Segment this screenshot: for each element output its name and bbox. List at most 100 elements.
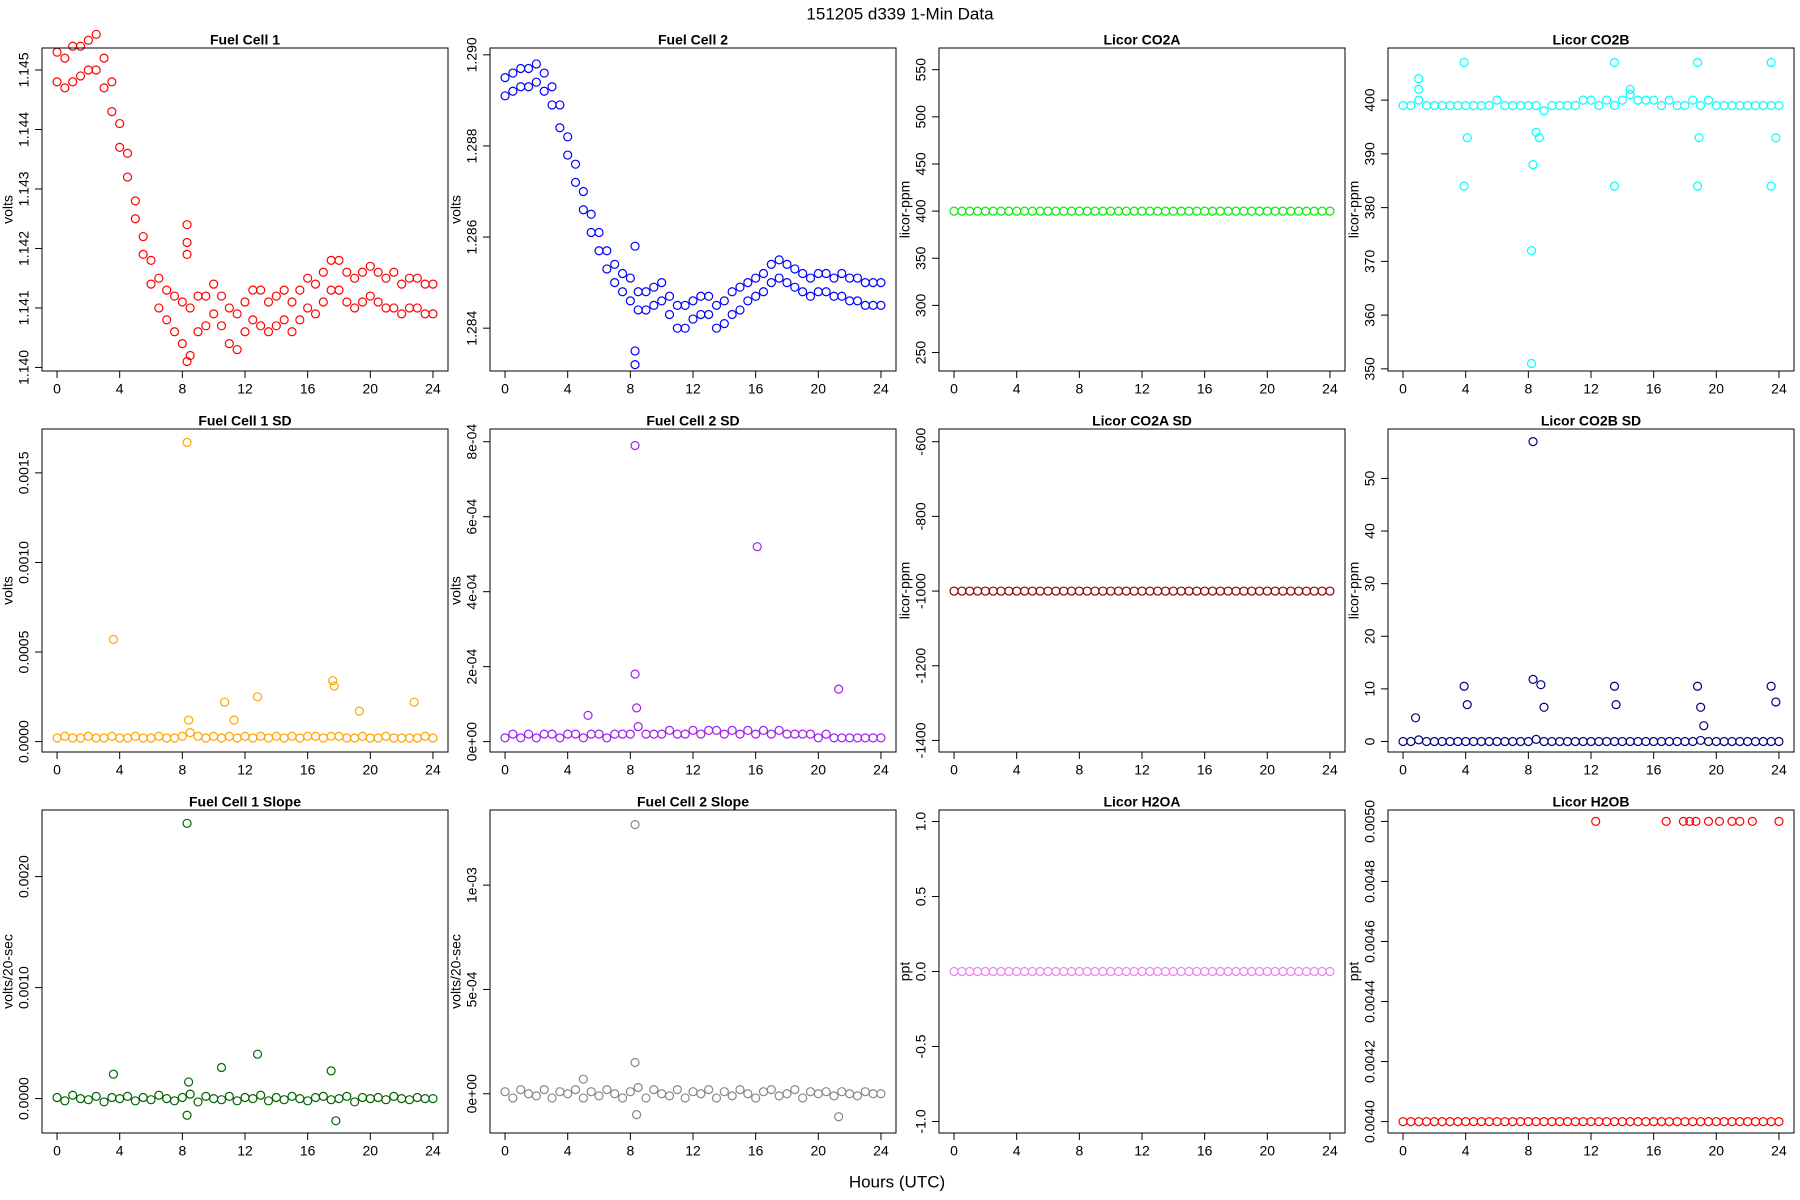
y-tick-label: 400 <box>913 199 929 223</box>
point <box>1207 586 1218 596</box>
point <box>1602 95 1612 105</box>
point <box>868 278 878 288</box>
point <box>271 731 281 741</box>
point <box>602 1084 612 1095</box>
x-tick-label: 4 <box>116 381 124 397</box>
point <box>1570 736 1580 747</box>
point <box>91 65 101 75</box>
y-axis-label: volts/20-sec <box>0 934 16 1009</box>
point <box>193 291 203 301</box>
y-tick-label: 0 <box>1362 737 1378 745</box>
y-tick-label: 50 <box>1362 470 1378 486</box>
point <box>310 731 321 741</box>
point <box>845 1089 855 1099</box>
x-tick-label: 0 <box>501 1143 509 1159</box>
x-tick-label: 16 <box>1197 1143 1213 1159</box>
point <box>508 1093 518 1103</box>
point <box>711 323 722 333</box>
y-tick-label: -0.5 <box>913 1034 929 1058</box>
point <box>727 1091 737 1101</box>
point <box>295 1093 305 1104</box>
point <box>821 1087 831 1097</box>
point <box>1066 966 1077 977</box>
point <box>1774 736 1784 747</box>
point <box>182 237 192 248</box>
point <box>1696 735 1706 746</box>
point <box>1414 95 1424 105</box>
point <box>185 1089 195 1099</box>
point <box>1500 736 1510 747</box>
point <box>578 186 588 197</box>
point <box>523 63 534 74</box>
point <box>209 1093 219 1104</box>
point <box>328 676 338 686</box>
point <box>68 733 78 743</box>
point <box>279 285 289 295</box>
point <box>965 586 975 596</box>
point <box>193 327 203 337</box>
point <box>1043 966 1053 977</box>
point <box>1461 1116 1471 1127</box>
point <box>617 1093 628 1103</box>
point <box>1453 1116 1463 1127</box>
point <box>130 196 140 206</box>
y-tick-label: 250 <box>913 341 929 365</box>
point <box>632 703 642 713</box>
x-tick-label: 0 <box>501 762 509 778</box>
y-tick-label: 1.141 <box>16 290 32 325</box>
point <box>1656 1116 1667 1127</box>
point <box>287 731 297 741</box>
point <box>1771 133 1781 143</box>
point <box>633 287 643 297</box>
point <box>193 731 203 741</box>
point <box>373 733 383 743</box>
point <box>735 282 745 292</box>
point <box>1200 966 1210 977</box>
x-tick-label: 4 <box>1013 762 1021 778</box>
point <box>1027 586 1037 596</box>
panel: Licor H2OA ppt 0 4 8 12 16 20 24 -1.0 -0.5 0.0 0.5 1.… <box>897 794 1346 1159</box>
x-tick-label: 0 <box>1399 1143 1407 1159</box>
point <box>68 41 78 51</box>
point <box>279 733 289 743</box>
point <box>107 731 117 741</box>
point <box>594 729 604 739</box>
point <box>1294 966 1304 977</box>
point <box>1526 358 1537 369</box>
x-tick-label: 0 <box>1399 381 1407 397</box>
point <box>672 729 682 739</box>
point <box>1012 586 1022 596</box>
panel-title: Licor CO2B SD <box>1541 413 1641 429</box>
point <box>318 267 328 277</box>
point <box>688 314 698 324</box>
point <box>625 273 635 283</box>
point <box>735 729 745 739</box>
point <box>539 68 549 78</box>
panel: Licor CO2B licor-ppm 0 4 8 12 16 20 24 350 360 370 3… <box>1346 32 1795 397</box>
point <box>1680 1116 1690 1127</box>
point <box>60 1096 70 1106</box>
point <box>1692 57 1703 68</box>
plot-frame <box>938 809 1346 1134</box>
point <box>782 259 792 269</box>
point <box>563 1089 573 1099</box>
point <box>845 296 855 306</box>
point <box>331 1116 341 1126</box>
point <box>1539 702 1549 712</box>
point <box>1688 1116 1698 1127</box>
point <box>719 729 729 739</box>
point <box>1317 586 1327 596</box>
point <box>1262 206 1272 216</box>
x-tick-label: 4 <box>1462 762 1470 778</box>
y-tick-label: 6e-04 <box>464 499 480 535</box>
point <box>1743 736 1753 747</box>
point <box>680 323 690 333</box>
point <box>350 273 360 283</box>
point <box>630 820 640 830</box>
point <box>1539 106 1549 116</box>
y-tick-label: 350 <box>913 246 929 270</box>
point <box>303 273 313 283</box>
point <box>256 321 266 331</box>
x-tick-label: 4 <box>1013 1143 1021 1159</box>
point <box>1106 966 1116 977</box>
